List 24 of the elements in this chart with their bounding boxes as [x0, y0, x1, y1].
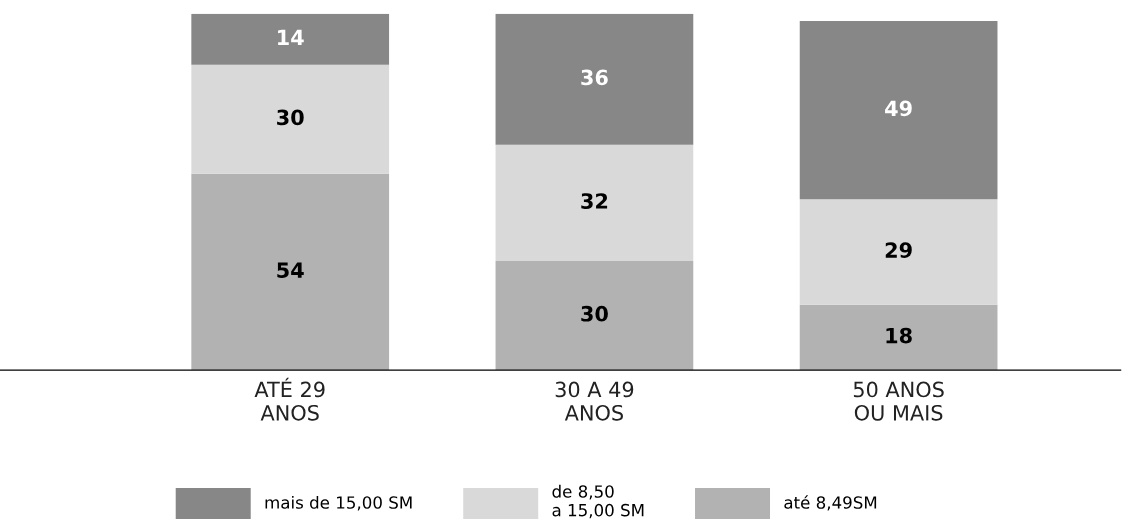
data-label: 54 [277, 262, 304, 278]
bar [799, 21, 998, 200]
x-tick-label: 50 ANOS OU MAIS [853, 381, 944, 421]
legend-label: até 8,49SM [784, 495, 877, 511]
bar [495, 261, 694, 371]
x-tick-label: ATÉ 29 ANOS [254, 377, 325, 421]
bar [191, 64, 390, 174]
legend-label: mais de 15,00 SM [265, 495, 412, 511]
data-label: 30 [277, 109, 304, 126]
data-label: 14 [278, 29, 304, 45]
data-label: 49 [885, 100, 912, 117]
bar [799, 304, 998, 371]
data-label: 36 [581, 69, 608, 86]
legend-label: de 8,50 a 15,00 SM [552, 484, 644, 519]
data-label: 30 [581, 305, 608, 322]
bar [191, 173, 390, 371]
bar [495, 144, 694, 262]
data-label: 32 [581, 193, 608, 209]
bar [191, 13, 390, 65]
data-label: 29 [885, 242, 912, 258]
x-tick-label: 30 A 49 ANOS [555, 381, 634, 421]
data-label: 18 [886, 327, 912, 344]
bar [799, 199, 998, 305]
bar [495, 13, 694, 145]
